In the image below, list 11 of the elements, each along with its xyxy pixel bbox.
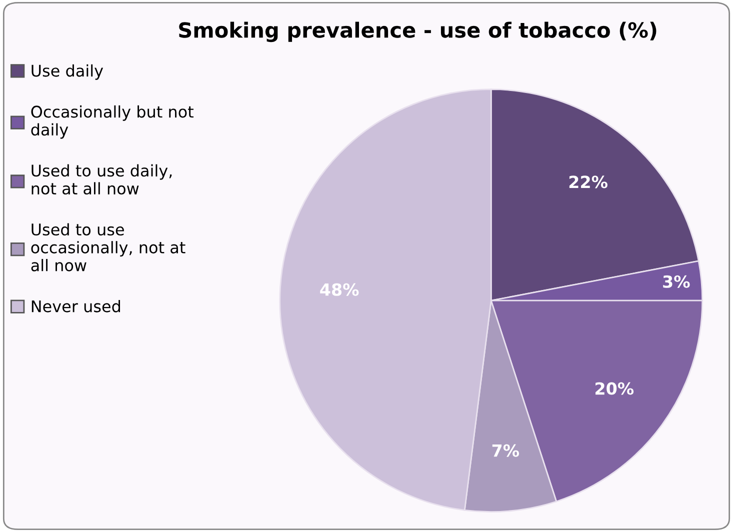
chart-title: Smoking prevalence - use of tobacco (%) <box>179 22 656 42</box>
data-label: 20% <box>596 382 634 395</box>
legend-label: Used to use occasionally, not at all now <box>31 223 186 272</box>
data-label: 48% <box>320 283 359 296</box>
data-label: 7% <box>492 444 520 457</box>
legend-label: Use daily <box>32 64 104 80</box>
legend-label: Used to use daily, not at all now <box>32 164 172 195</box>
data-label: 22% <box>569 176 608 188</box>
legend-label: Never used <box>32 300 120 312</box>
legend-label: Occasionally but not daily <box>31 105 194 139</box>
data-label: 3% <box>663 275 690 288</box>
